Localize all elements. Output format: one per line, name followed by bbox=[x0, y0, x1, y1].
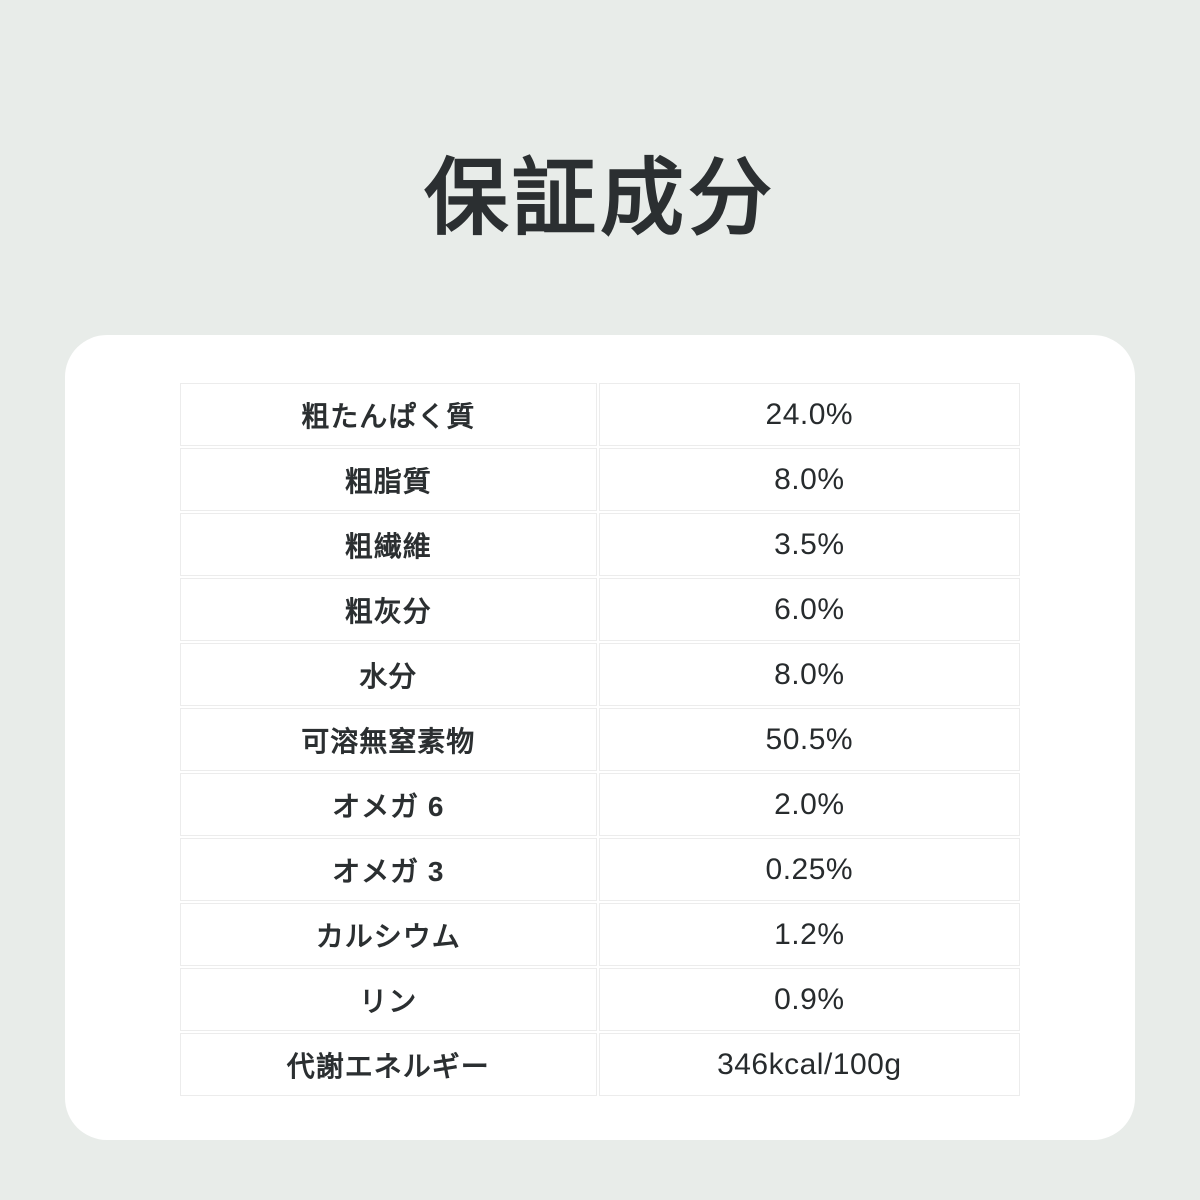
row-value-cell: 50.5% bbox=[598, 708, 1020, 771]
guaranteed-analysis-card: 粗たんぱく質 24.0% 粗脂質 8.0% 粗繊維 3.5% 粗灰分 6.0% … bbox=[65, 335, 1135, 1140]
row-label-cell: 代謝エネルギー bbox=[180, 1033, 597, 1096]
nutrition-table: 粗たんぱく質 24.0% 粗脂質 8.0% 粗繊維 3.5% 粗灰分 6.0% … bbox=[178, 381, 1022, 1098]
table-row: 粗繊維 3.5% bbox=[180, 513, 1020, 576]
row-value-cell: 346kcal/100g bbox=[598, 1033, 1020, 1096]
row-label-cell: 粗灰分 bbox=[180, 578, 597, 641]
row-value-cell: 3.5% bbox=[598, 513, 1020, 576]
row-value-cell: 8.0% bbox=[598, 448, 1020, 511]
row-label-cell: オメガ 6 bbox=[180, 773, 597, 836]
row-label-cell: オメガ 3 bbox=[180, 838, 597, 901]
row-label-cell: 粗たんぱく質 bbox=[180, 383, 597, 446]
table-row: オメガ 3 0.25% bbox=[180, 838, 1020, 901]
row-label-cell: 水分 bbox=[180, 643, 597, 706]
row-value-cell: 1.2% bbox=[598, 903, 1020, 966]
row-value-cell: 6.0% bbox=[598, 578, 1020, 641]
table-row: 可溶無窒素物 50.5% bbox=[180, 708, 1020, 771]
row-label-cell: リン bbox=[180, 968, 597, 1031]
table-row: 粗灰分 6.0% bbox=[180, 578, 1020, 641]
table-row: 粗たんぱく質 24.0% bbox=[180, 383, 1020, 446]
row-value-cell: 2.0% bbox=[598, 773, 1020, 836]
table-row: オメガ 6 2.0% bbox=[180, 773, 1020, 836]
row-label-cell: カルシウム bbox=[180, 903, 597, 966]
row-value-cell: 0.25% bbox=[598, 838, 1020, 901]
table-row: 代謝エネルギー 346kcal/100g bbox=[180, 1033, 1020, 1096]
table-row: 粗脂質 8.0% bbox=[180, 448, 1020, 511]
table-row: リン 0.9% bbox=[180, 968, 1020, 1031]
page-title: 保証成分 bbox=[423, 151, 776, 245]
row-label-cell: 可溶無窒素物 bbox=[180, 708, 597, 771]
row-label-cell: 粗脂質 bbox=[180, 448, 597, 511]
table-row: 水分 8.0% bbox=[180, 643, 1020, 706]
table-row: カルシウム 1.2% bbox=[180, 903, 1020, 966]
row-value-cell: 24.0% bbox=[598, 383, 1020, 446]
row-value-cell: 0.9% bbox=[598, 968, 1020, 1031]
row-value-cell: 8.0% bbox=[598, 643, 1020, 706]
row-label-cell: 粗繊維 bbox=[180, 513, 597, 576]
